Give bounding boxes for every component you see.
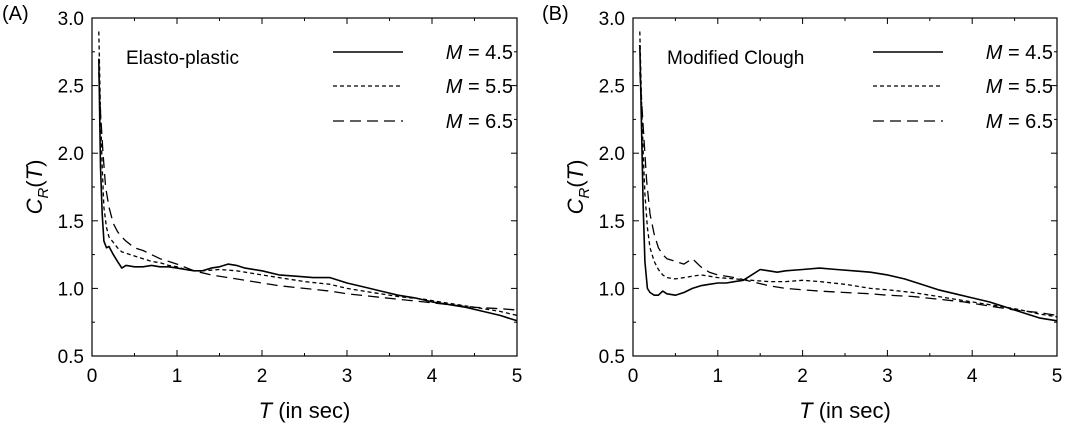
y-axis-title: CR(T) (563, 160, 593, 215)
x-tick-label: 5 (512, 366, 523, 387)
legend-label-1: M = 4.5 (986, 42, 1053, 64)
model-annotation: Modified Clough (667, 48, 804, 69)
legend-label-1: M = 4.5 (446, 42, 513, 64)
x-tick-label: 3 (342, 366, 353, 387)
x-tick-label: 3 (882, 366, 893, 387)
x-tick-label: 5 (1052, 366, 1063, 387)
x-tick-label: 4 (427, 366, 438, 387)
series-line-2 (639, 31, 1058, 318)
y-tick-label: 1.5 (58, 212, 84, 233)
legend-label-3: M = 6.5 (986, 111, 1053, 133)
panel-label: (B) (542, 3, 569, 25)
y-axis-title: CR(T) (22, 160, 52, 215)
legend-label-2: M = 5.5 (446, 76, 513, 98)
x-tick-label: 2 (257, 366, 268, 387)
chart-panel-a: 0 1 2 3 4 5 0.5 1.0 1.5 2.0 2.5 3.0 T (in sec) CR(T) (… (2, 3, 522, 423)
x-tick-label: 2 (797, 366, 808, 387)
x-tick-label: 1 (172, 366, 183, 387)
x-tick-label: 4 (967, 366, 978, 387)
legend-label-3: M = 6.5 (446, 111, 513, 133)
y-tick-label: 2.0 (58, 144, 84, 165)
x-tick-label: 1 (713, 366, 724, 387)
y-tick-label: 1.0 (58, 279, 84, 300)
y-tick-label: 3.0 (58, 9, 84, 30)
series-line-1 (98, 58, 518, 322)
y-tick-label: 3.0 (599, 9, 625, 30)
legend-label-2: M = 5.5 (986, 76, 1053, 98)
series-line-3 (639, 72, 1058, 317)
model-annotation: Elasto-plastic (126, 48, 239, 69)
y-tick-label: 2.5 (599, 77, 625, 98)
y-tick-label: 0.5 (599, 347, 625, 368)
panel-label: (A) (2, 3, 29, 25)
x-axis-title: T (in sec) (799, 398, 891, 423)
chart-panel-b: 0 1 2 3 4 5 0.5 1.0 1.5 2.0 2.5 3.0 T (in sec) CR(T) (… (542, 3, 1062, 423)
x-tick-label: 0 (87, 366, 98, 387)
y-tick-label: 2.0 (599, 144, 625, 165)
series-line-3 (98, 72, 518, 311)
series-line-1 (639, 44, 1058, 322)
y-tick-label: 0.5 (58, 347, 84, 368)
y-tick-label: 1.5 (599, 212, 625, 233)
y-tick-label: 2.5 (58, 77, 84, 98)
series-line-2 (98, 31, 518, 317)
x-tick-label: 0 (628, 366, 639, 387)
x-axis-title: T (in sec) (259, 398, 351, 423)
y-tick-label: 1.0 (599, 279, 625, 300)
